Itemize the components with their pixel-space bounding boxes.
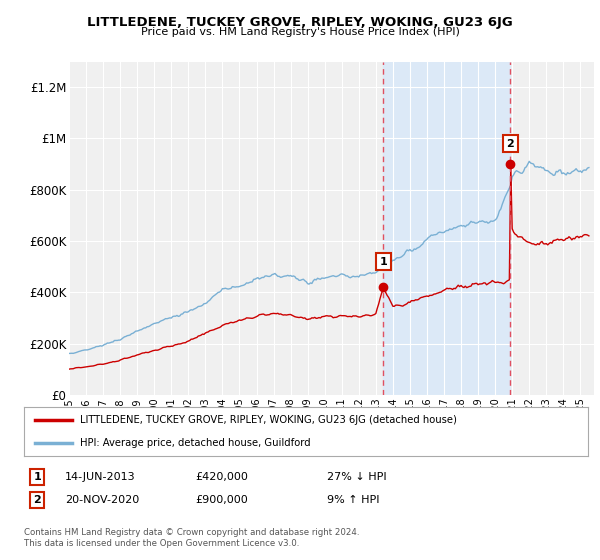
- Text: 14-JUN-2013: 14-JUN-2013: [65, 472, 136, 482]
- Text: 20-NOV-2020: 20-NOV-2020: [65, 495, 139, 505]
- Text: £420,000: £420,000: [195, 472, 248, 482]
- Text: 2: 2: [34, 495, 41, 505]
- Text: LITTLEDENE, TUCKEY GROVE, RIPLEY, WOKING, GU23 6JG: LITTLEDENE, TUCKEY GROVE, RIPLEY, WOKING…: [87, 16, 513, 29]
- Text: HPI: Average price, detached house, Guildford: HPI: Average price, detached house, Guil…: [80, 438, 311, 448]
- Text: 27% ↓ HPI: 27% ↓ HPI: [327, 472, 386, 482]
- Text: Contains HM Land Registry data © Crown copyright and database right 2024.
This d: Contains HM Land Registry data © Crown c…: [24, 528, 359, 548]
- Text: 2: 2: [506, 139, 514, 148]
- Text: LITTLEDENE, TUCKEY GROVE, RIPLEY, WOKING, GU23 6JG (detached house): LITTLEDENE, TUCKEY GROVE, RIPLEY, WOKING…: [80, 416, 457, 426]
- Text: 1: 1: [380, 256, 388, 267]
- Bar: [383, 62, 511, 395]
- Text: 1: 1: [34, 472, 41, 482]
- Text: Price paid vs. HM Land Registry's House Price Index (HPI): Price paid vs. HM Land Registry's House …: [140, 27, 460, 37]
- Text: 9% ↑ HPI: 9% ↑ HPI: [327, 495, 380, 505]
- Text: £900,000: £900,000: [195, 495, 248, 505]
